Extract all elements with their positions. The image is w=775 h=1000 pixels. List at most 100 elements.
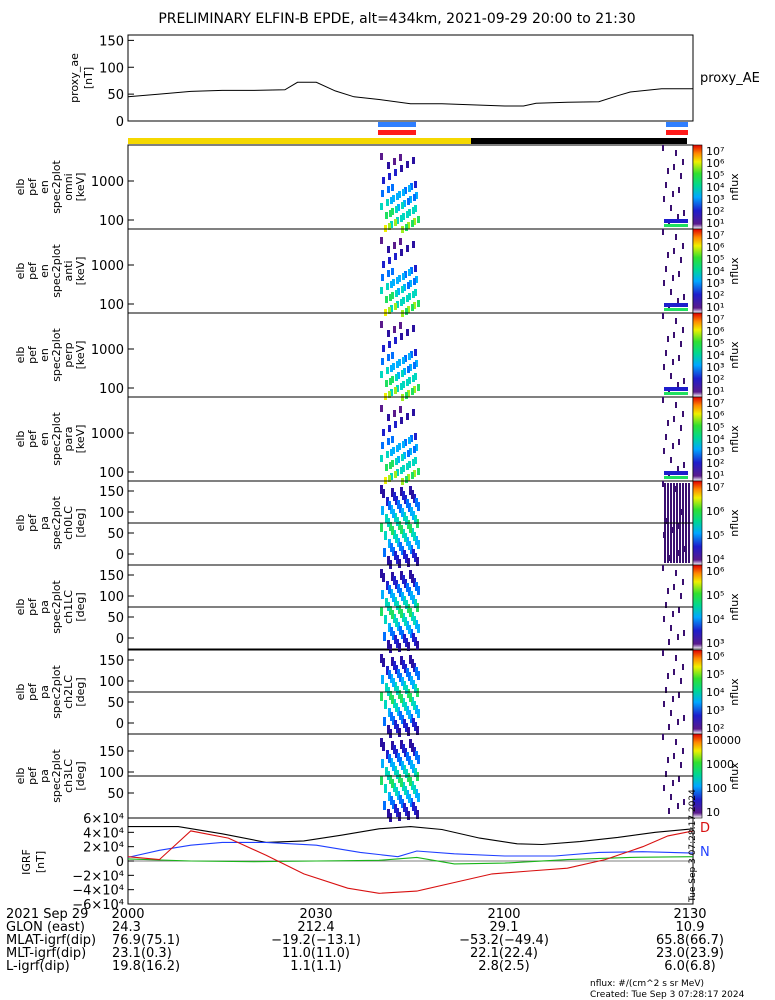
spectrogram-cell [408,794,411,803]
spectrogram-cell [406,668,409,677]
spectrogram-cell [677,634,679,640]
spectrogram-cell [414,684,417,693]
spectrogram-cell [382,573,385,582]
spectrogram-cell [417,624,420,633]
spectrogram-cell [402,782,405,791]
spectrogram-cell [401,761,404,770]
proxy-ae-line [127,81,693,107]
igrf-tick-label: 4×10⁴ [83,826,124,841]
spectrogram-cell [393,158,396,165]
colorbar-tick-label: 10³ [706,445,724,458]
spectrogram-cell [413,470,416,477]
spectrogram-cell [394,513,397,522]
spectrogram-cell [389,294,392,301]
spectrogram-cell [382,345,385,352]
spectrogram-cell [392,800,395,809]
spectrogram-cell [399,795,402,804]
spectrogram-cell [400,249,403,256]
spectrogram-cell [388,307,391,314]
proxy-ae-tick-label: 150 [99,34,124,49]
spectrogram-cell [414,433,417,440]
spectrogram-cell [401,677,404,686]
spectrogram-cell [665,771,667,777]
spectrogram-cell [392,509,395,518]
spectrogram-cell [413,278,416,285]
spectrogram-cell [412,241,415,248]
spectrogram-cell [408,541,411,550]
spectrogram-cell [396,517,399,526]
spectrogram-cell [392,195,395,202]
colorbar-tick-label: 10³ [706,277,724,290]
spectrogram-cell [385,514,388,523]
spectrogram-cell [385,380,388,387]
spectrogram-panel-5: 150 100 50 0 elb pef pa spec2plot ch1LC [deg] 10⁶ 1… [14,564,741,653]
spectrogram-cell [389,210,392,217]
spectrogram-cell [414,181,417,188]
colorbar-label: nflux [728,173,741,201]
spectrogram-cell [402,273,405,280]
spectrogram-cell [662,734,664,740]
spectrogram-cell [411,304,414,311]
spectrogram-cell [393,410,396,417]
spectrogram-cell [670,794,672,800]
plot-title: PRELIMINARY ELFIN-B EPDE, alt=434km, 202… [158,11,635,27]
spectrogram-tick-label: 0 [116,548,124,563]
colorbar [692,396,703,482]
spectrogram-cell [402,357,405,364]
footer-row-value: 22.1(22.4) [470,946,538,961]
spectrogram-cell [400,609,403,618]
igrf-side-caption: Tue Sep 3 07:28:17 2024 [688,789,698,903]
spectrogram-cell [407,727,410,736]
spectrogram-cell [382,177,385,184]
spectrogram-cell [683,378,685,384]
spectrogram-cell [391,268,394,275]
spectrogram-cell [405,600,408,609]
colorbar-tick-label: 10⁶ [706,241,725,254]
spectrogram-cell [401,630,404,639]
igrf-tick-label: −2×10⁴ [72,869,124,884]
orbit-indicator-bars [128,122,688,144]
footer-date-label: 2021 Sep 29 [6,907,88,922]
colorbar-tick-label: 10³ [706,704,724,717]
spectrogram-cell [399,757,402,766]
spectrogram-cell [380,738,383,747]
spectrogram-cell [672,191,674,197]
spectrogram-tick-label: 100 [99,766,124,781]
spectrogram-cell [387,725,390,734]
footer-time-2: 2100 [487,907,520,922]
spectrogram-cell [667,757,669,763]
spectrogram-cell [393,326,396,333]
spectrogram-ylabel: spec2plot [50,749,63,803]
spectrogram-cell [682,327,684,333]
spectrogram-cell [411,490,414,499]
spectrogram-ylabel: spec2plot [50,244,63,298]
spectrogram-tick-label: 150 [99,485,124,500]
footer-row-value: 212.4 [297,920,334,935]
igrf-tick-label: 0 [116,855,124,870]
colorbar [692,312,703,398]
spectrogram-cell [403,452,406,459]
spectrogram-cell [391,657,394,666]
spectrogram-cell [414,373,417,380]
spectrogram-cell [403,719,406,728]
spectrogram-cell [665,434,667,440]
igrf-series-green [127,856,694,865]
spectrogram-cell [398,443,401,450]
spectrogram-cell [417,586,420,595]
igrf-ylabel-1: IGRF [20,849,33,875]
spectrogram-cell [411,574,414,583]
spectrogram-ylabel: pef [26,597,39,616]
spectrogram-cell [385,464,388,471]
spectrogram-cell [403,681,406,690]
spectrogram-cell [406,706,409,715]
spectrogram-cell [663,701,665,707]
spectrogram-tick-label: 1000 [91,175,124,190]
spectrogram-cell [397,669,400,678]
spectrogram-cell [400,694,403,703]
spectrogram-cell [392,447,395,454]
spectrogram-cell [385,683,388,692]
spectrogram-cell [391,376,394,383]
spectrogram-ylabel: spec2plot [50,160,63,214]
